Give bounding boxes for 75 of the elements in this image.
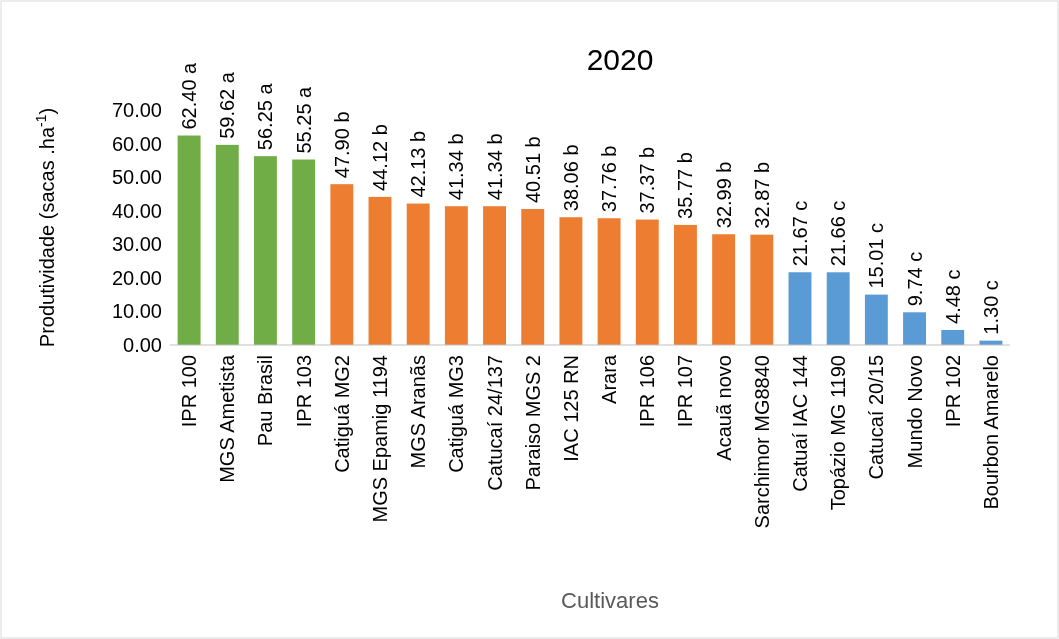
bar bbox=[864, 294, 888, 345]
x-tick-label: Paraiso MGS 2 bbox=[521, 355, 544, 491]
bar bbox=[215, 144, 239, 345]
x-tick-label: MGS Epamig 1194 bbox=[369, 355, 391, 523]
x-tick-label: Mundo Novo bbox=[903, 355, 926, 469]
x-tick-label: Catiguá MG3 bbox=[445, 355, 468, 473]
data-label: 21.67 c bbox=[789, 200, 811, 267]
x-tick-label: IPR 102 bbox=[941, 355, 964, 428]
data-label: 47.90 b bbox=[330, 111, 353, 179]
bar bbox=[254, 156, 277, 345]
data-label: 4.48 c bbox=[941, 269, 964, 324]
x-tick-label: Acauã novo bbox=[712, 355, 735, 461]
data-label: 15.01 c bbox=[865, 223, 888, 289]
data-label: 55.25 a bbox=[292, 85, 315, 154]
x-tick-label: Topázio MG 1190 bbox=[827, 355, 850, 511]
bar bbox=[635, 219, 659, 345]
data-label: 44.12 b bbox=[369, 124, 391, 191]
x-tick-label: IPR 103 bbox=[292, 355, 315, 428]
x-tick-label: Arara bbox=[598, 354, 621, 404]
data-label: 32.87 b bbox=[750, 161, 773, 229]
bar bbox=[444, 206, 468, 345]
bar bbox=[521, 209, 545, 345]
data-label: 37.37 b bbox=[636, 146, 659, 214]
y-tick-label: 60.00 bbox=[111, 132, 162, 155]
data-label: 41.34 b bbox=[445, 133, 468, 201]
bar bbox=[368, 196, 392, 345]
y-tick-label: 20.00 bbox=[111, 266, 162, 289]
bar bbox=[292, 159, 316, 345]
data-label: 62.40 a bbox=[178, 61, 201, 130]
x-tick-label: MGS Ametista bbox=[216, 354, 239, 483]
x-tick-label: Catuaí IAC 144 bbox=[789, 355, 811, 492]
data-label: 38.06 b bbox=[559, 144, 582, 212]
data-label: 40.51 b bbox=[521, 136, 544, 203]
data-label: 37.76 b bbox=[598, 145, 621, 213]
bar bbox=[177, 135, 201, 345]
bar bbox=[826, 272, 850, 345]
bar bbox=[597, 218, 621, 345]
y-tick-label: 50.00 bbox=[111, 166, 162, 189]
x-tick-label: IPR 106 bbox=[636, 355, 659, 428]
y-tick-label: 70.00 bbox=[111, 99, 162, 121]
x-tick-label: IPR 107 bbox=[674, 355, 697, 428]
bar bbox=[674, 224, 697, 345]
data-label: 59.62 a bbox=[216, 71, 239, 139]
y-tick-label: 30.00 bbox=[111, 233, 162, 256]
bar bbox=[750, 234, 774, 345]
bar bbox=[330, 184, 354, 345]
y-tick-label: 0.00 bbox=[123, 334, 162, 356]
bar bbox=[406, 203, 430, 345]
bar bbox=[483, 206, 506, 345]
bar bbox=[712, 234, 736, 345]
x-tick-label: Catucaí 20/15 bbox=[865, 355, 888, 480]
y-tick-label: 10.00 bbox=[111, 300, 162, 323]
data-label: 42.13 b bbox=[407, 130, 430, 198]
data-label: 41.34 b bbox=[483, 133, 506, 201]
x-tick-label: Bourbon Amarelo bbox=[979, 355, 1002, 510]
y-tick-label: 40.00 bbox=[111, 199, 162, 222]
data-label: 1.30 c bbox=[979, 280, 1002, 335]
x-axis-title: Cultivares bbox=[561, 588, 659, 613]
x-tick-label: Catiguá MG2 bbox=[330, 355, 353, 473]
data-label: 35.77 b bbox=[674, 152, 697, 219]
bar bbox=[559, 217, 583, 345]
x-tick-label: Catucaí 24/137 bbox=[483, 355, 506, 491]
x-tick-label: Pau Brasil bbox=[254, 355, 277, 447]
data-label: 56.25 a bbox=[254, 82, 277, 151]
x-tick-label: MGS Aranãs bbox=[407, 355, 430, 469]
x-tick-label: IAC 125 RN bbox=[559, 355, 582, 462]
bar bbox=[941, 329, 965, 345]
data-label: 32.99 b bbox=[712, 161, 735, 229]
bar bbox=[903, 312, 926, 345]
data-label: 9.74 c bbox=[903, 251, 926, 307]
chart-title: 2020 bbox=[586, 43, 654, 76]
x-tick-label: Sarchimor MG8840 bbox=[750, 355, 773, 529]
bar bbox=[788, 272, 812, 345]
x-tick-label: IPR 100 bbox=[178, 355, 201, 428]
data-label: 21.66 c bbox=[827, 200, 850, 267]
